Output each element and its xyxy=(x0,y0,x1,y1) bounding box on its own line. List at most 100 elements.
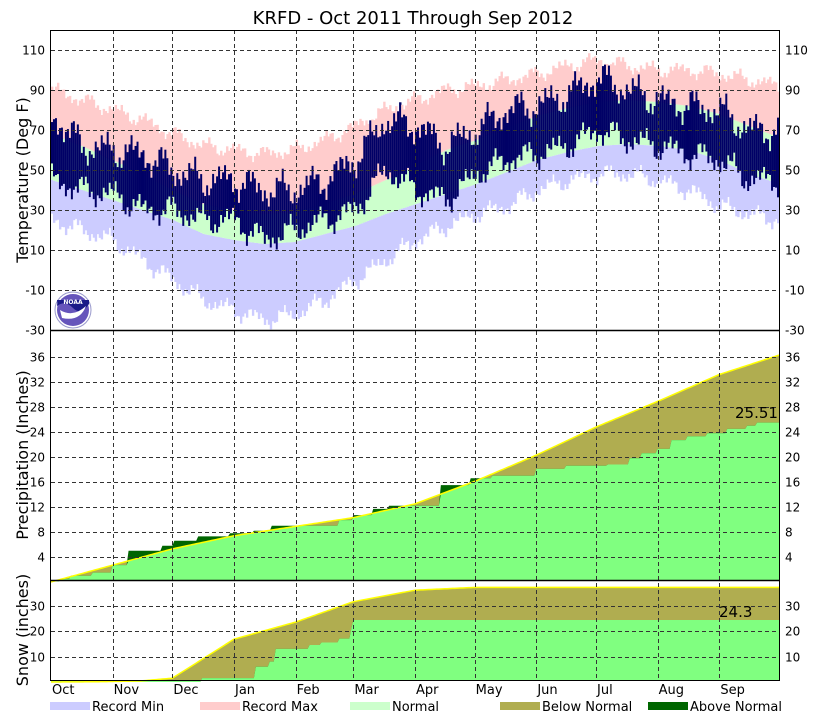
record-max-bar xyxy=(753,87,756,128)
record-min-bar xyxy=(305,238,308,312)
record-min-bar xyxy=(747,173,750,219)
observed-temp-bar xyxy=(645,110,649,129)
observed-temp-bar xyxy=(611,91,615,122)
record-min-bar xyxy=(486,179,489,206)
record-min-bar xyxy=(709,157,712,202)
temp-tick-left: 110 xyxy=(22,44,45,58)
observed-temp-bar xyxy=(78,134,82,180)
noaa-logo: NOAA xyxy=(54,291,92,329)
record-min-bar xyxy=(138,208,141,250)
record-min-bar xyxy=(72,187,76,221)
observed-temp-bar xyxy=(514,96,517,169)
observed-temp-bar xyxy=(341,158,344,207)
observed-temp-bar xyxy=(530,126,533,149)
record-max-bar xyxy=(470,78,474,142)
observed-temp-bar xyxy=(271,197,275,238)
record-max-bar xyxy=(741,75,744,124)
record-min-bar xyxy=(142,210,145,258)
observed-temp-bar xyxy=(560,111,563,147)
record-max-bar xyxy=(168,132,171,188)
record-min-bar xyxy=(409,205,412,250)
observed-temp-bar xyxy=(224,165,227,218)
observed-temp-bar xyxy=(245,172,249,246)
record-min-bar xyxy=(259,243,263,314)
record-max-bar xyxy=(627,66,631,101)
record-min-bar xyxy=(578,149,581,177)
record-min-bar xyxy=(239,240,243,324)
record-min-bar xyxy=(422,201,426,237)
observed-temp-bar xyxy=(182,171,185,226)
precip-tick-left: 16 xyxy=(30,476,45,490)
record-max-bar xyxy=(765,83,768,133)
normal-bar xyxy=(226,208,229,239)
record-min-bar xyxy=(558,154,561,181)
observed-temp-bar xyxy=(629,93,633,147)
record-max-bar xyxy=(343,130,346,198)
record-min-bar xyxy=(413,204,416,243)
observed-temp-bar xyxy=(253,178,257,224)
record-max-bar xyxy=(717,76,720,114)
observed-temp-bar xyxy=(675,116,678,141)
observed-temp-bar xyxy=(239,189,243,235)
observed-temp-bar xyxy=(508,109,511,173)
record-max-bar xyxy=(144,113,147,176)
precip-tick-right: 8 xyxy=(785,526,793,540)
record-min-bar xyxy=(349,227,352,280)
observed-temp-bar xyxy=(265,198,269,235)
record-min-bar xyxy=(647,145,651,186)
temp-tick-left: 10 xyxy=(30,244,45,258)
record-max-bar xyxy=(586,57,589,105)
record-min-bar xyxy=(216,236,219,309)
record-max-bar xyxy=(488,85,491,135)
record-min-bar xyxy=(631,144,635,178)
record-max-bar xyxy=(88,99,92,150)
record-min-bar xyxy=(572,150,575,180)
record-min-bar xyxy=(665,147,669,183)
record-min-bar xyxy=(731,165,734,210)
temp-tick-right: 110 xyxy=(785,44,808,58)
record-min-bar xyxy=(436,196,440,226)
record-min-bar xyxy=(456,190,460,221)
record-min-bar xyxy=(438,196,442,234)
observed-temp-bar xyxy=(52,119,56,177)
observed-temp-bar xyxy=(597,77,601,135)
record-min-bar xyxy=(464,187,468,211)
record-max-bar xyxy=(359,118,362,192)
normal-bar xyxy=(347,196,350,228)
record-min-bar xyxy=(741,170,744,220)
record-min-bar xyxy=(721,161,724,200)
record-min-bar xyxy=(725,163,728,203)
record-min-bar xyxy=(275,243,279,322)
record-max-bar xyxy=(444,89,448,151)
precip-tick-left: 12 xyxy=(30,501,45,515)
record-max-bar xyxy=(243,148,247,212)
observed-temp-bar xyxy=(287,184,291,225)
record-min-bar xyxy=(661,146,665,180)
normal-bar xyxy=(409,168,412,206)
record-min-bar xyxy=(116,201,120,251)
observed-temp-bar xyxy=(767,139,770,175)
record-max-bar xyxy=(667,73,671,104)
record-min-bar xyxy=(601,145,605,177)
record-max-bar xyxy=(337,137,340,200)
observed-temp-bar xyxy=(500,129,503,156)
precip-tick-left: 24 xyxy=(30,426,45,440)
observed-temp-bar xyxy=(325,199,328,214)
record-min-bar xyxy=(212,235,215,308)
observed-temp-bar xyxy=(498,117,501,157)
record-max-bar xyxy=(355,121,358,194)
record-min-bar xyxy=(478,182,482,223)
observed-temp-bar xyxy=(703,112,706,145)
month-label-apr: Apr xyxy=(416,683,439,698)
record-min-bar xyxy=(168,218,171,273)
record-min-bar xyxy=(474,184,478,223)
record-min-bar xyxy=(597,145,601,178)
observed-temp-bar xyxy=(395,121,398,178)
normal-bar xyxy=(307,208,310,239)
precip-tick-left: 4 xyxy=(37,551,45,565)
observed-temp-bar xyxy=(303,187,307,238)
observed-temp-bar xyxy=(391,126,394,185)
normal-bar xyxy=(200,202,203,233)
record-min-bar xyxy=(430,198,434,225)
observed-temp-bar xyxy=(763,143,766,167)
